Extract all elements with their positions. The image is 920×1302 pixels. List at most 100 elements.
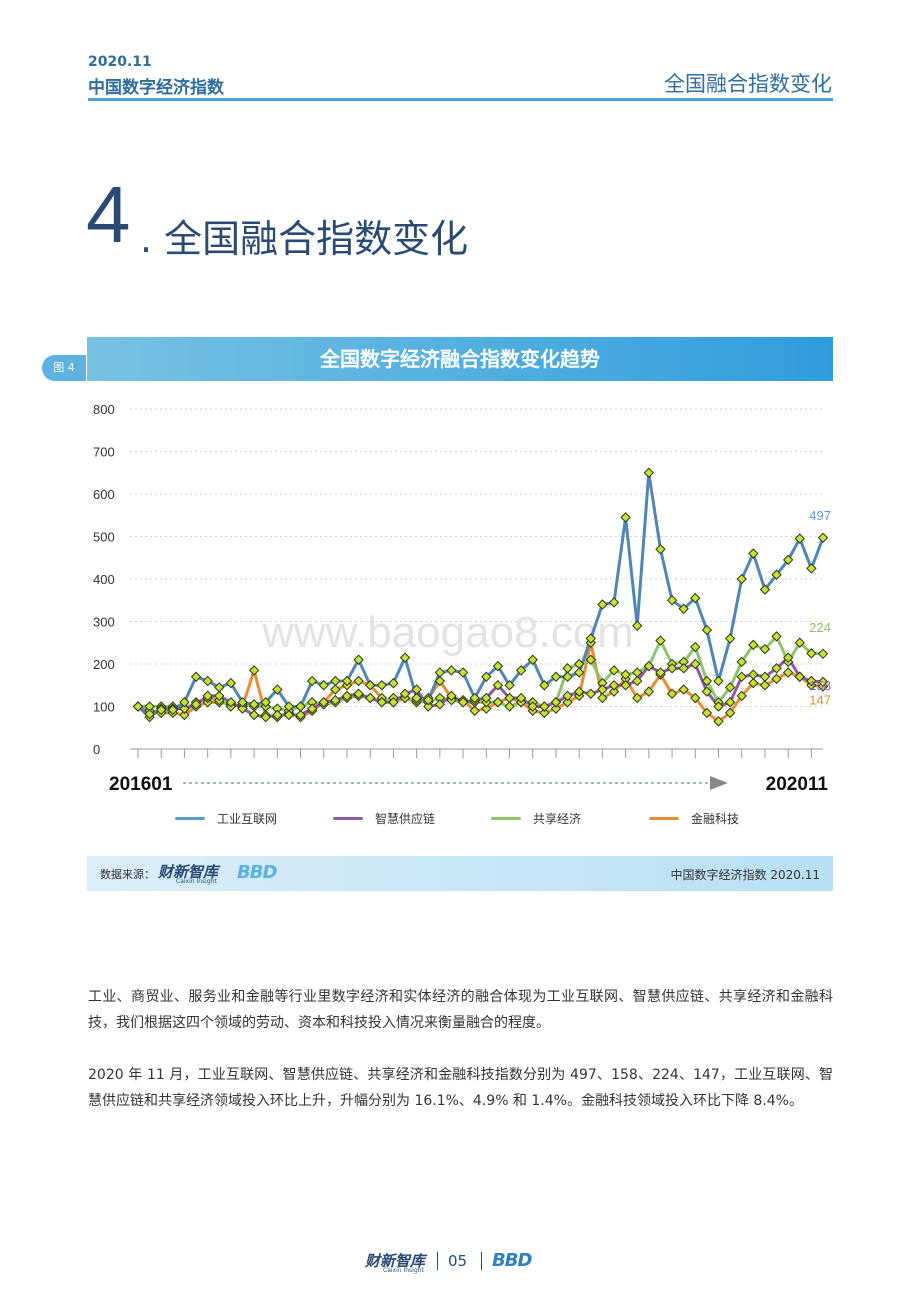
data-point	[330, 694, 341, 706]
data-point	[353, 675, 364, 687]
data-point	[736, 656, 747, 668]
series-markers	[132, 467, 829, 727]
data-point	[759, 643, 771, 655]
data-point	[248, 699, 260, 710]
data-point	[748, 677, 759, 689]
data-point	[562, 671, 573, 682]
report-date: 2020.11	[88, 54, 152, 70]
chart-grid	[130, 408, 823, 707]
body-paragraph-2: 2020 年 11 月，工业互联网、智慧供应链、共享经济和金融科技指数分别为 4…	[88, 1067, 833, 1109]
data-point	[713, 675, 724, 687]
data-point	[806, 675, 817, 687]
x-axis	[130, 748, 823, 758]
data-point	[782, 667, 794, 678]
data-point	[283, 701, 295, 712]
data-point	[539, 707, 550, 719]
legend-label: 智慧供应链	[375, 812, 436, 826]
data-point	[272, 709, 283, 721]
legend-label: 金融科技	[691, 812, 740, 826]
watermark: www.baogao8.com	[261, 608, 634, 657]
data-point	[318, 680, 329, 691]
data-point	[806, 648, 817, 659]
data-point	[481, 703, 492, 714]
data-point	[748, 669, 759, 680]
footer-divider	[437, 1252, 438, 1270]
data-point	[759, 584, 771, 595]
data-point	[481, 671, 492, 682]
data-point	[608, 597, 620, 608]
data-point	[341, 675, 353, 687]
data-point	[562, 663, 573, 674]
data-point	[202, 690, 213, 702]
data-point	[504, 692, 515, 704]
data-point	[306, 703, 318, 714]
data-point	[655, 544, 666, 555]
data-point	[260, 711, 271, 723]
end-value-label: 497	[809, 508, 831, 523]
period-end-label: 202011	[766, 774, 829, 795]
data-point	[759, 680, 771, 691]
data-point	[678, 684, 689, 695]
data-point	[573, 667, 585, 678]
source-label: 数据来源：	[100, 868, 155, 881]
data-point	[817, 676, 829, 688]
line-chart: 0 100 200 300 400 500 600 700 800 www.baogao8.co…	[93, 402, 831, 795]
end-value-label: 158	[809, 678, 831, 693]
data-point	[179, 703, 190, 714]
data-point	[643, 660, 655, 672]
data-point	[434, 675, 446, 687]
footer-divider	[481, 1252, 482, 1270]
data-point	[515, 665, 527, 676]
y-tick-label: 700	[93, 445, 115, 460]
data-point	[179, 697, 190, 708]
source-right-text: 中国数字经济指数 2020.11	[670, 868, 820, 882]
data-point	[585, 633, 597, 644]
y-axis-ticks: 0 100 200 300 400 500 600 700 800	[93, 402, 115, 757]
data-point	[562, 690, 573, 702]
data-point	[794, 637, 805, 648]
data-point	[632, 692, 643, 704]
source-bar	[87, 856, 833, 891]
data-point	[330, 675, 341, 687]
data-point	[620, 512, 631, 523]
data-point	[527, 701, 538, 712]
y-tick-label: 800	[93, 402, 115, 417]
data-point	[202, 675, 213, 687]
footer-caixin-logo-sub: Caixin Insight	[383, 1267, 424, 1274]
bbd-logo: BBD	[237, 862, 277, 883]
data-point	[608, 686, 620, 697]
data-point	[225, 677, 237, 689]
data-point	[690, 692, 701, 704]
data-point	[597, 684, 608, 695]
legend-swatch	[491, 817, 521, 820]
data-point	[190, 671, 202, 682]
data-point	[562, 697, 573, 708]
data-point	[666, 688, 678, 699]
data-point	[237, 697, 248, 708]
data-point	[666, 663, 678, 674]
legend-item-industrial-internet: 工业互联网	[175, 810, 277, 827]
data-point	[620, 669, 631, 680]
data-point	[214, 690, 225, 702]
data-point	[504, 680, 515, 691]
data-point	[573, 686, 585, 697]
data-point	[492, 660, 504, 672]
data-point	[608, 680, 620, 691]
data-point	[724, 633, 736, 644]
legend-item-smart-supply-chain: 智慧供应链	[333, 810, 435, 827]
data-point	[597, 599, 608, 610]
data-point	[388, 697, 399, 708]
caixin-logo-sub: Caixin Insight	[176, 878, 217, 885]
header-divider	[88, 98, 833, 101]
data-point	[782, 554, 794, 566]
data-point	[423, 694, 434, 706]
data-point	[423, 701, 434, 712]
data-point	[446, 690, 457, 702]
data-point	[713, 716, 724, 727]
data-point	[771, 631, 782, 642]
legend-swatch	[175, 817, 205, 820]
data-point	[539, 701, 550, 712]
data-point	[690, 641, 701, 653]
data-point	[237, 703, 248, 714]
data-point	[214, 682, 225, 693]
